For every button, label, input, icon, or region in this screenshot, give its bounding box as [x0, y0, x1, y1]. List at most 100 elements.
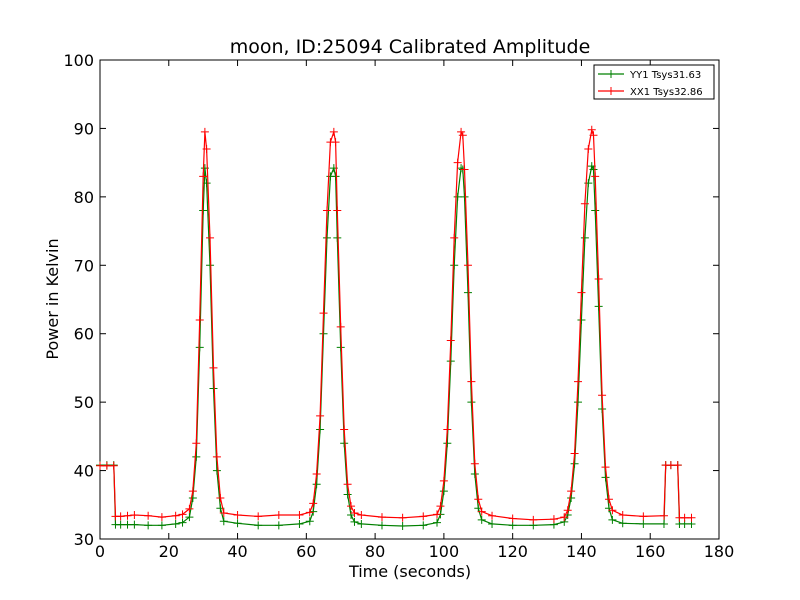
data-point-marker: [233, 511, 242, 520]
legend-label: XX1 Tsys32.86: [630, 87, 703, 98]
data-point-marker: [549, 515, 558, 524]
data-point-marker: [567, 493, 576, 502]
y-tick-label: 60: [74, 325, 94, 344]
data-point-marker: [574, 398, 583, 407]
data-point-marker: [457, 164, 466, 173]
data-point-marker: [130, 520, 139, 529]
data-point-marker: [195, 343, 204, 352]
data-point-marker: [608, 515, 617, 524]
data-point-marker: [233, 519, 242, 528]
series-layer: [96, 125, 696, 530]
x-tick-label: 140: [566, 542, 597, 561]
data-point-marker: [604, 495, 613, 504]
data-point-marker: [185, 513, 194, 522]
data-point-marker: [347, 502, 356, 511]
data-point-marker: [470, 459, 479, 468]
data-point-marker: [601, 473, 610, 482]
data-point-marker: [639, 519, 648, 528]
plot-area: [99, 59, 720, 540]
data-point-marker: [109, 461, 118, 470]
data-point-marker: [331, 138, 340, 147]
data-point-marker: [202, 179, 211, 188]
data-point-marker: [116, 520, 125, 529]
data-point-marker: [347, 511, 356, 520]
legend-box: [593, 64, 715, 100]
data-point-marker: [529, 515, 538, 524]
data-point-marker: [219, 517, 228, 526]
data-point-marker: [340, 439, 349, 448]
data-point-marker: [199, 206, 208, 215]
data-point-marker: [488, 511, 497, 520]
data-point-marker: [567, 487, 576, 496]
data-point-marker: [185, 504, 194, 513]
data-point-marker: [350, 517, 359, 526]
data-point-marker: [433, 518, 442, 527]
data-point-marker: [598, 391, 607, 400]
data-point-marker: [295, 511, 304, 520]
data-point-marker: [309, 499, 318, 508]
data-point-marker: [96, 461, 104, 470]
y-tick-label: 30: [74, 530, 94, 549]
data-point-marker: [200, 127, 209, 136]
data-point-marker: [470, 469, 479, 478]
data-point-marker: [666, 461, 675, 470]
data-point-marker: [209, 384, 218, 393]
y-tick-label: 40: [74, 462, 94, 481]
data-point-marker: [398, 521, 407, 530]
data-point-marker: [463, 288, 472, 297]
data-point-marker: [192, 439, 201, 448]
data-point-marker: [460, 192, 469, 201]
data-point-marker: [467, 377, 476, 386]
data-point-marker: [188, 493, 197, 502]
data-point-marker: [116, 512, 125, 521]
data-point-marker: [618, 519, 627, 528]
data-point-marker: [398, 513, 407, 522]
x-tick-label: 20: [159, 542, 179, 561]
data-point-marker: [377, 521, 386, 530]
data-point-marker: [436, 502, 445, 511]
data-point-marker: [254, 512, 263, 521]
data-point-marker: [316, 425, 325, 434]
data-point-marker: [446, 336, 455, 345]
data-point-marker: [171, 511, 180, 520]
data-point-marker: [584, 144, 593, 153]
data-point-marker: [570, 449, 579, 458]
data-point-marker: [618, 511, 627, 520]
data-point-marker: [443, 425, 452, 434]
data-point-marker: [591, 172, 600, 181]
data-point-marker: [319, 329, 328, 338]
data-point-marker: [433, 510, 442, 519]
data-point-marker: [477, 507, 486, 516]
legend-marker: [607, 70, 615, 78]
x-tick-label: 160: [635, 542, 666, 561]
data-point-marker: [659, 519, 668, 528]
data-point-marker: [439, 487, 448, 496]
data-point-marker: [477, 515, 486, 524]
data-point-marker: [594, 274, 603, 283]
data-point-marker: [589, 165, 598, 174]
data-point-marker: [580, 199, 589, 208]
data-point-marker: [188, 487, 197, 496]
x-tick-label: 100: [429, 542, 460, 561]
data-point-marker: [212, 466, 221, 475]
data-point-marker: [130, 511, 139, 520]
data-point-marker: [305, 508, 314, 517]
data-point-marker: [274, 511, 283, 520]
data-point-marker: [377, 513, 386, 522]
data-point-marker: [123, 511, 132, 520]
data-point-marker: [331, 172, 340, 181]
data-point-marker: [178, 510, 187, 519]
data-point-marker: [563, 506, 572, 515]
data-point-marker: [199, 172, 208, 181]
data-point-marker: [219, 508, 228, 517]
data-point-marker: [601, 463, 610, 472]
data-point-marker: [206, 233, 215, 242]
legend-marker: [607, 87, 615, 95]
data-point-marker: [212, 452, 221, 461]
data-point-marker: [343, 480, 352, 489]
data-point-marker: [295, 519, 304, 528]
y-tick-label: 80: [74, 188, 94, 207]
data-point-marker: [467, 398, 476, 407]
x-tick-label: 80: [365, 542, 385, 561]
